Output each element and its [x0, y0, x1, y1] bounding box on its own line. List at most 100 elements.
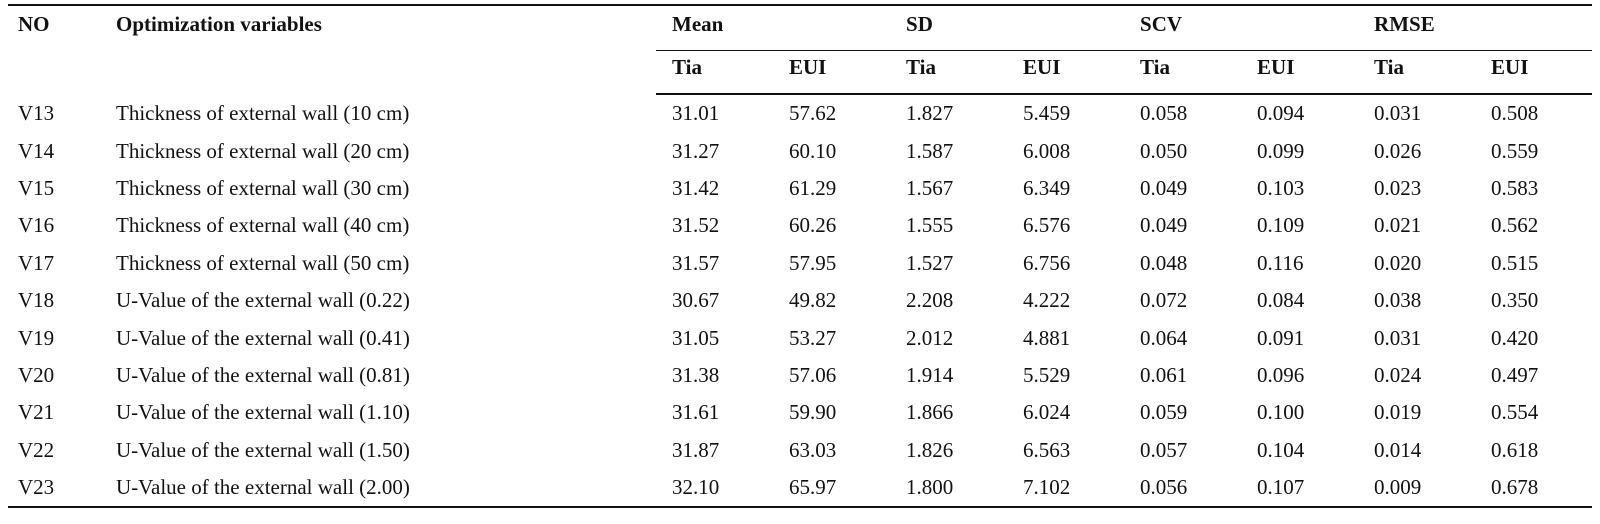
- cell-scv-tia: 0.059: [1140, 400, 1188, 425]
- cell-scv-eui: 0.116: [1257, 250, 1304, 275]
- cell-mean-tia: 31.27: [672, 138, 720, 163]
- cell-sd-tia: 1.800: [890, 468, 1008, 509]
- cell-rmse-eui: 0.559: [1491, 138, 1539, 163]
- cell-mean-eui: 65.97: [773, 468, 891, 509]
- header-group-sd: SD: [890, 4, 1125, 51]
- cell-rmse-tia: 0.024: [1374, 362, 1422, 387]
- cell-row-no: V15: [18, 175, 55, 200]
- cell-sd-eui: 7.102: [1007, 468, 1125, 509]
- cell-mean-eui: 49.82: [789, 288, 837, 313]
- cell-rmse-eui: 0.515: [1491, 250, 1539, 275]
- cell-rmse-eui: 0.618: [1491, 437, 1539, 462]
- cell-scv-eui: 0.107: [1241, 468, 1359, 509]
- cell-sd-eui: 6.576: [1023, 213, 1071, 238]
- cell-scv-tia: 0.048: [1140, 250, 1188, 275]
- header-rmse-tia: Tia: [1358, 50, 1476, 95]
- cell-sd-tia: 1.914: [906, 362, 954, 387]
- cell-rmse-eui: 0.554: [1491, 400, 1539, 425]
- cell-sd-tia: 2.208: [906, 288, 954, 313]
- cell-rmse-tia: 0.031: [1374, 101, 1422, 126]
- table-row: V17 Thickness of external wall (50 cm) 31.…: [8, 245, 1592, 282]
- table-row: V16 Thickness of external wall (40 cm) 31.…: [8, 207, 1592, 244]
- cell-sd-eui: 6.008: [1023, 138, 1071, 163]
- header-row-groups: NO Optimization variables Mean SD SCV RM…: [8, 4, 1593, 94]
- cell-mean-tia: 31.57: [672, 250, 720, 275]
- cell-scv-tia: 0.064: [1140, 325, 1188, 350]
- header-variables: Optimization variables: [106, 4, 656, 94]
- header-group-rmse: RMSE: [1358, 4, 1593, 51]
- cell-mean-eui: 59.90: [789, 400, 837, 425]
- cell-scv-eui: 0.099: [1257, 138, 1305, 163]
- cell-row-no: V16: [18, 213, 55, 238]
- cell-rmse-tia: 0.031: [1374, 325, 1422, 350]
- cell-mean-tia: 31.01: [672, 101, 720, 126]
- cell-mean-tia: 31.42: [672, 175, 720, 200]
- cell-mean-eui: 60.26: [789, 213, 837, 238]
- cell-sd-eui: 6.563: [1023, 437, 1071, 462]
- header-mean-tia: Tia: [656, 50, 773, 95]
- cell-row-variable: Thickness of external wall (10 cm): [116, 100, 410, 125]
- cell-row-no: V14: [18, 138, 55, 163]
- cell-sd-eui: 6.756: [1023, 250, 1071, 275]
- cell-rmse-tia: 0.038: [1374, 288, 1422, 313]
- cell-mean-eui: 57.62: [789, 101, 837, 126]
- cell-row-no: V19: [18, 325, 55, 350]
- header-group-scv: SCV: [1124, 4, 1359, 51]
- cell-row-no: V21: [18, 400, 55, 425]
- cell-mean-tia: 31.05: [672, 325, 720, 350]
- cell-rmse-eui: 0.583: [1491, 175, 1539, 200]
- table-row: V21 U-Value of the external wall (1.10) 31…: [8, 394, 1592, 431]
- header-rmse-eui: EUI: [1475, 50, 1593, 95]
- cell-sd-eui: 6.349: [1023, 175, 1071, 200]
- cell-mean-eui: 60.10: [789, 138, 837, 163]
- cell-mean-tia: 31.61: [672, 400, 720, 425]
- table-row: V14 Thickness of external wall (20 cm) 31.…: [8, 132, 1592, 169]
- table-row: V19 U-Value of the external wall (0.41) 31…: [8, 319, 1592, 356]
- cell-rmse-tia: 0.019: [1374, 400, 1422, 425]
- cell-rmse-eui: 0.497: [1491, 362, 1539, 387]
- cell-mean-eui: 57.06: [789, 362, 837, 387]
- cell-mean-tia: 30.67: [672, 288, 720, 313]
- cell-scv-eui: 0.096: [1257, 362, 1305, 387]
- cell-row-no: V22: [18, 437, 55, 462]
- table-row: V18 U-Value of the external wall (0.22) 30…: [8, 282, 1592, 319]
- cell-row-no: V18: [18, 288, 55, 313]
- cell-row-variable: Thickness of external wall (20 cm): [116, 138, 410, 163]
- statistics-table-container: NO Optimization variables Mean SD SCV RM…: [8, 4, 1593, 509]
- cell-mean-eui: 53.27: [789, 325, 837, 350]
- cell-rmse-tia: 0.014: [1374, 437, 1422, 462]
- cell-rmse-eui: 0.420: [1491, 325, 1539, 350]
- cell-mean-eui: 61.29: [789, 175, 837, 200]
- table-row: V13 Thickness of external wall (10 cm) 31.…: [8, 94, 1592, 132]
- cell-sd-eui: 4.222: [1023, 288, 1071, 313]
- cell-row-variable: U-Value of the external wall (1.10): [116, 400, 410, 425]
- cell-scv-tia: 0.058: [1140, 101, 1188, 126]
- cell-sd-tia: 1.587: [906, 138, 954, 163]
- cell-scv-eui: 0.103: [1257, 175, 1305, 200]
- table-row: V23 U-Value of the external wall (2.00) 32…: [8, 468, 1593, 509]
- cell-sd-eui: 5.459: [1023, 101, 1071, 126]
- cell-sd-eui: 5.529: [1023, 362, 1071, 387]
- cell-row-variable: Thickness of external wall (40 cm): [116, 213, 410, 238]
- cell-scv-tia: 0.072: [1140, 288, 1188, 313]
- cell-scv-tia: 0.057: [1140, 437, 1188, 462]
- cell-row-variable: U-Value of the external wall (0.41): [116, 325, 410, 350]
- table-header: NO Optimization variables Mean SD SCV RM…: [8, 4, 1593, 95]
- cell-rmse-tia: 0.020: [1374, 250, 1422, 275]
- cell-rmse-eui: 0.562: [1491, 213, 1539, 238]
- cell-sd-tia: 1.827: [906, 101, 954, 126]
- cell-row-variable: U-Value of the external wall (0.81): [116, 362, 410, 387]
- cell-rmse-tia: 0.026: [1374, 138, 1422, 163]
- table-row: V15 Thickness of external wall (30 cm) 31.…: [8, 170, 1592, 207]
- cell-sd-tia: 1.567: [906, 175, 954, 200]
- statistics-table: NO Optimization variables Mean SD SCV RM…: [8, 4, 1593, 509]
- cell-sd-tia: 1.527: [906, 250, 954, 275]
- header-group-mean: Mean: [656, 4, 891, 51]
- header-scv-tia: Tia: [1124, 50, 1242, 95]
- cell-rmse-tia: 0.021: [1374, 213, 1422, 238]
- header-row-sub: Tia EUI Tia EUI Tia EUI Tia EUI: [8, 50, 1593, 95]
- cell-mean-eui: 63.03: [789, 437, 837, 462]
- cell-row-variable: U-Value of the external wall (2.00): [106, 468, 656, 509]
- header-sd-eui: EUI: [1007, 50, 1125, 95]
- cell-mean-tia: 32.10: [656, 468, 773, 509]
